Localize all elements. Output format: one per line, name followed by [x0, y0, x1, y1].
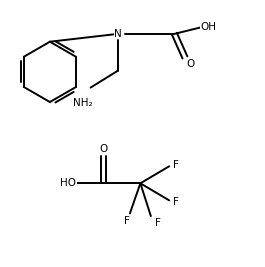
- Text: F: F: [173, 197, 179, 207]
- Text: O: O: [100, 144, 108, 154]
- Text: F: F: [173, 160, 179, 170]
- Text: N: N: [114, 29, 122, 39]
- Text: OH: OH: [201, 22, 217, 32]
- Text: HO: HO: [60, 178, 76, 188]
- Text: F: F: [155, 218, 161, 228]
- Text: F: F: [124, 216, 130, 226]
- Text: O: O: [186, 59, 194, 69]
- Text: NH₂: NH₂: [73, 98, 92, 108]
